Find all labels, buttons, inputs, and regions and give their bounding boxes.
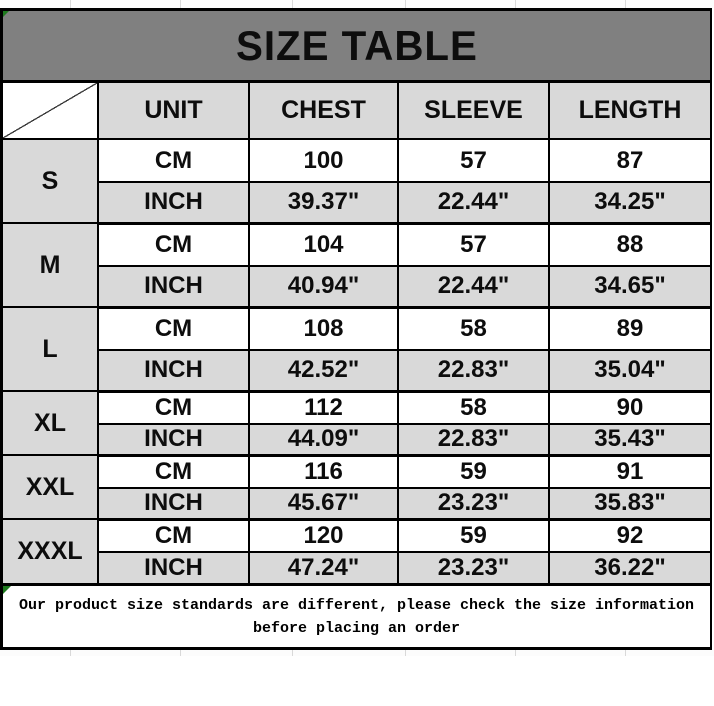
table-row-xxxl-cm: XXXL CM 120 59 92 xyxy=(2,518,711,584)
chest-cm-value: 108 xyxy=(248,306,399,351)
table-row-xxxl-inch: INCH 47.24" 23.23" 36.22" xyxy=(3,551,711,585)
table-row-l-cm: L CM 108 58 89 xyxy=(2,306,711,392)
table-row-m-inch: INCH 40.94" 22.44" 34.65" xyxy=(3,265,711,309)
length-cm-value: 88 xyxy=(548,222,711,267)
sleeve-inch-value: 23.23" xyxy=(397,551,550,585)
cell-error-marker-icon xyxy=(3,586,11,594)
length-inch-value: 35.04" xyxy=(548,349,711,393)
chest-cm-value: 104 xyxy=(248,222,399,267)
unit-cm-label: CM xyxy=(97,390,250,425)
length-inch-value: 35.83" xyxy=(548,487,711,521)
chest-inch-value: 39.37" xyxy=(248,181,399,225)
unit-inch-label: INCH xyxy=(97,551,250,585)
chest-inch-value: 44.09" xyxy=(248,423,399,457)
unit-cm-label: CM xyxy=(97,518,250,553)
sheet-margin-bottom xyxy=(0,650,714,656)
sleeve-inch-value: 22.44" xyxy=(397,265,550,309)
gridline xyxy=(180,650,181,656)
length-cm-value: 89 xyxy=(548,306,711,351)
size-label-xxxl: XXXL xyxy=(2,518,99,584)
gridline xyxy=(405,0,406,8)
chest-inch-value: 47.24" xyxy=(248,551,399,585)
gridline xyxy=(292,650,293,656)
page-title: SIZE TABLE xyxy=(235,21,478,69)
length-inch-value: 36.22" xyxy=(548,551,711,585)
sleeve-inch-value: 22.44" xyxy=(397,181,550,225)
gridline xyxy=(515,0,516,8)
footer-note-line1: Our product size standards are different… xyxy=(18,596,695,614)
table-row-xxl-cm: XXL CM 116 59 91 xyxy=(2,454,711,520)
unit-inch-label: INCH xyxy=(97,349,250,393)
unit-cm-label: CM xyxy=(97,454,250,489)
column-header-unit: UNIT xyxy=(97,82,250,140)
size-label-m: M xyxy=(2,222,99,308)
gridline xyxy=(70,650,71,656)
table-row-xl-cm: XL CM 112 58 90 xyxy=(2,390,711,456)
size-label-l: L xyxy=(2,306,99,392)
sleeve-inch-value: 22.83" xyxy=(397,349,550,393)
length-cm-value: 91 xyxy=(548,454,711,489)
chest-inch-value: 40.94" xyxy=(248,265,399,309)
chest-cm-value: 100 xyxy=(248,138,399,183)
gridline xyxy=(180,0,181,8)
table-row-s-inch: INCH 39.37" 22.44" 34.25" xyxy=(3,181,711,225)
size-table: UNIT CHEST SLEEVE LENGTH S CM 100 57 87 … xyxy=(2,82,711,585)
unit-inch-label: INCH xyxy=(97,181,250,225)
column-header-sleeve: SLEEVE xyxy=(397,82,550,140)
chest-inch-value: 45.67" xyxy=(248,487,399,521)
unit-inch-label: INCH xyxy=(97,487,250,521)
gridline xyxy=(292,0,293,8)
size-label-xl: XL xyxy=(2,390,99,456)
sleeve-inch-value: 22.83" xyxy=(397,423,550,457)
length-cm-value: 90 xyxy=(548,390,711,425)
size-label-xxl: XXL xyxy=(2,454,99,520)
table-row-l-inch: INCH 42.52" 22.83" 35.04" xyxy=(3,349,711,393)
column-header-chest: CHEST xyxy=(248,82,399,140)
chest-inch-value: 42.52" xyxy=(248,349,399,393)
gridline xyxy=(625,0,626,8)
unit-inch-label: INCH xyxy=(97,265,250,309)
length-inch-value: 35.43" xyxy=(548,423,711,457)
sleeve-cm-value: 57 xyxy=(397,138,550,183)
table-row-s-cm: S CM 100 57 87 xyxy=(2,138,711,224)
length-inch-value: 34.25" xyxy=(548,181,711,225)
sheet-margin-top xyxy=(0,0,714,8)
sleeve-cm-value: 59 xyxy=(397,518,550,553)
chest-cm-value: 116 xyxy=(248,454,399,489)
column-header-length: LENGTH xyxy=(548,82,711,140)
chest-cm-value: 120 xyxy=(248,518,399,553)
unit-cm-label: CM xyxy=(97,306,250,351)
unit-cm-label: CM xyxy=(97,138,250,183)
footer-note-line2: before placing an order xyxy=(252,619,461,637)
sleeve-cm-value: 58 xyxy=(397,306,550,351)
table-row-xl-inch: INCH 44.09" 22.83" 35.43" xyxy=(3,423,711,457)
table-title-banner: SIZE TABLE xyxy=(3,11,710,83)
chest-cm-value: 112 xyxy=(248,390,399,425)
unit-inch-label: INCH xyxy=(97,423,250,457)
sleeve-cm-value: 59 xyxy=(397,454,550,489)
table-row-xxl-inch: INCH 45.67" 23.23" 35.83" xyxy=(3,487,711,521)
size-table-sheet: SIZE TABLE UNIT CHEST SLEEVE LENGTH S CM xyxy=(0,8,712,650)
diagonal-corner-cell xyxy=(2,82,99,140)
header-row: UNIT CHEST SLEEVE LENGTH xyxy=(2,82,711,140)
cell-error-marker-icon xyxy=(3,11,9,17)
gridline xyxy=(405,650,406,656)
sleeve-inch-value: 23.23" xyxy=(397,487,550,521)
footer-note: Our product size standards are different… xyxy=(3,583,710,647)
size-label-s: S xyxy=(2,138,99,224)
sleeve-cm-value: 57 xyxy=(397,222,550,267)
gridline xyxy=(625,650,626,656)
length-cm-value: 92 xyxy=(548,518,711,553)
gridline xyxy=(70,0,71,8)
table-row-m-cm: M CM 104 57 88 xyxy=(2,222,711,308)
unit-cm-label: CM xyxy=(97,222,250,267)
length-inch-value: 34.65" xyxy=(548,265,711,309)
length-cm-value: 87 xyxy=(548,138,711,183)
gridline xyxy=(515,650,516,656)
sleeve-cm-value: 58 xyxy=(397,390,550,425)
